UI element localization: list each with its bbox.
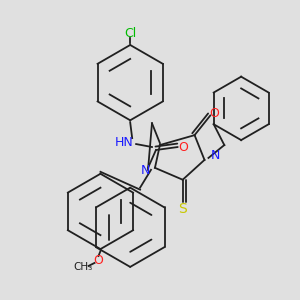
Text: N: N (140, 164, 150, 177)
Text: S: S (178, 202, 187, 216)
Text: N: N (211, 149, 220, 162)
Text: HN: HN (115, 136, 134, 148)
Text: Cl: Cl (124, 27, 136, 40)
Text: O: O (209, 107, 219, 120)
Text: CH₃: CH₃ (73, 262, 92, 272)
Text: O: O (94, 254, 103, 268)
Text: O: O (179, 140, 189, 154)
